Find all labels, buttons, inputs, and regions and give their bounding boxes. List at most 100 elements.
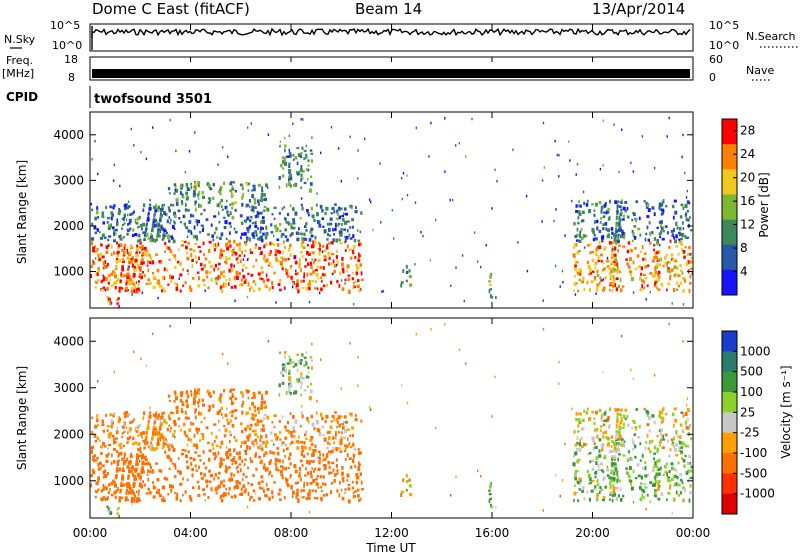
time-tick-label: 16:00 (475, 526, 510, 540)
velocity-cell (147, 487, 150, 491)
power-cell (156, 269, 159, 273)
power-cell (685, 217, 689, 222)
velocity-cell (638, 424, 641, 429)
power-cell (159, 229, 162, 234)
power-cell (126, 206, 130, 210)
power-cell (680, 241, 683, 245)
power-cell (279, 260, 283, 264)
velocity-cell (129, 460, 132, 464)
velocity-cell (94, 459, 98, 462)
power-cell (100, 288, 104, 292)
power-cell (359, 242, 362, 246)
power-cell (274, 249, 278, 254)
power-scatter (420, 231, 422, 234)
velocity-cell (255, 467, 258, 471)
velocity-cell (110, 481, 114, 486)
power-scatter (364, 137, 366, 141)
power-cell (637, 227, 641, 231)
velocity-scatter (133, 350, 135, 354)
power-cell (296, 170, 299, 175)
velocity-cell (633, 433, 637, 436)
power-cell (253, 197, 256, 201)
power-cell (303, 157, 306, 161)
velocity-cell (220, 480, 223, 485)
power-cell (664, 261, 668, 265)
velocity-cell (185, 390, 189, 395)
velocity-cell (654, 479, 657, 484)
power-cell (630, 249, 633, 253)
velocity-cell (286, 420, 290, 425)
velocity-cell (612, 476, 616, 481)
velocity-cell (123, 425, 125, 430)
velocity-cell (585, 410, 589, 415)
power-cell (286, 274, 290, 278)
velocity-cell (164, 443, 167, 446)
velocity-cell (582, 442, 586, 447)
power-cell (190, 231, 193, 235)
velocity-cell (640, 482, 643, 486)
power-cell (352, 281, 355, 285)
power-cell (186, 251, 189, 255)
power-cell (276, 249, 280, 254)
velocity-cell (116, 461, 119, 464)
power-cell (296, 173, 300, 176)
velocity-cell (301, 353, 304, 357)
velocity-cell (168, 399, 171, 402)
power-cell (295, 283, 299, 288)
velocity-cell (126, 457, 129, 461)
power-scatter (330, 222, 333, 226)
power-cell (617, 227, 621, 232)
velocity-cell (147, 422, 150, 426)
velocity-cell (289, 462, 292, 466)
velocity-cell (651, 439, 654, 443)
velocity-scatter (152, 332, 154, 336)
power-cell (315, 272, 319, 277)
velocity-cell (260, 407, 263, 410)
power-cell (358, 252, 360, 256)
power-cell (298, 262, 301, 265)
power-cell (667, 282, 671, 286)
power-colorbar-tick-label: 20 (740, 171, 755, 185)
velocity-cell (186, 465, 190, 470)
velocity-cell (220, 440, 224, 445)
power-cell (173, 192, 176, 195)
velocity-cell (98, 439, 101, 442)
power-cell (229, 211, 232, 216)
power-cell (572, 246, 576, 249)
velocity-cell (146, 461, 150, 465)
velocity-cell (617, 457, 620, 462)
velocity-cell (341, 466, 344, 470)
power-cell (300, 279, 303, 283)
velocity-cell (683, 464, 686, 468)
power-cell (192, 192, 197, 196)
power-cell (178, 217, 181, 220)
power-cell (616, 210, 619, 213)
power-cell (259, 252, 263, 255)
velocity-cell (120, 496, 124, 499)
velocity-cell (249, 497, 251, 502)
velocity-cell (224, 428, 228, 433)
velocity-cell (603, 419, 607, 422)
power-cell (198, 276, 200, 281)
velocity-cell (249, 433, 252, 437)
power-cell (123, 222, 126, 225)
velocity-cell (661, 446, 665, 449)
power-scatter (128, 265, 130, 269)
velocity-cell (583, 497, 586, 501)
power-cell (656, 242, 659, 246)
power-cell (311, 258, 313, 261)
power-scatter (553, 219, 555, 223)
power-cell (107, 224, 111, 227)
velocity-cell (600, 417, 603, 422)
velocity-cell (235, 480, 239, 484)
power-cell (488, 283, 492, 286)
velocity-scatter (686, 397, 689, 400)
velocity-cell (143, 446, 146, 450)
velocity-cell (690, 465, 693, 469)
velocity-range-axis-label: Slant Range [km] (15, 366, 29, 470)
power-cell (305, 237, 308, 241)
velocity-cell (263, 417, 266, 420)
velocity-cell (134, 441, 138, 445)
velocity-cell (578, 477, 582, 481)
